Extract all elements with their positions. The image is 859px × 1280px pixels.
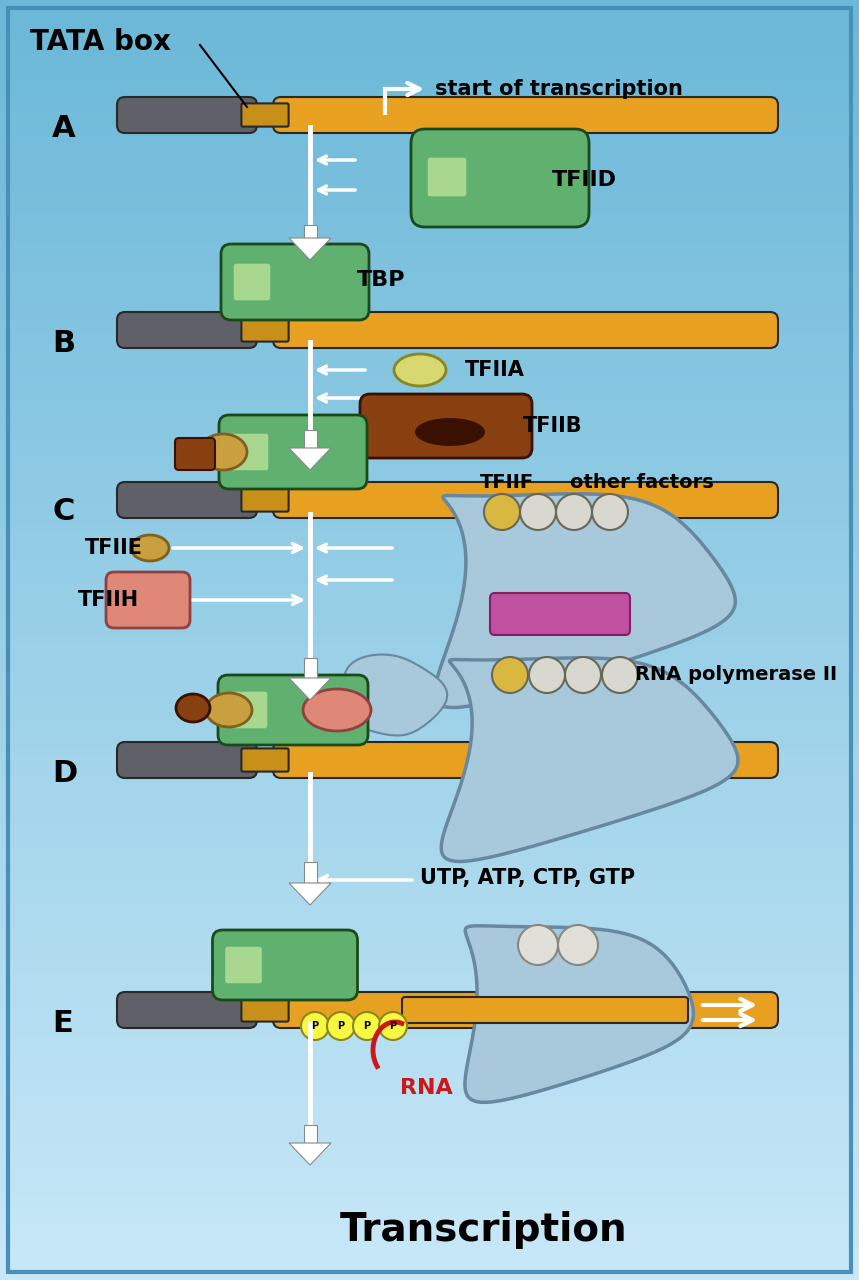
FancyBboxPatch shape xyxy=(241,749,289,772)
Circle shape xyxy=(492,657,528,692)
Text: C: C xyxy=(52,497,75,526)
Text: TATA box: TATA box xyxy=(30,28,171,56)
Text: TFIIB: TFIIB xyxy=(523,416,582,436)
Text: TFIIH: TFIIH xyxy=(78,590,139,611)
FancyBboxPatch shape xyxy=(212,931,357,1000)
FancyBboxPatch shape xyxy=(221,244,369,320)
Text: P: P xyxy=(312,1021,319,1030)
Polygon shape xyxy=(289,238,331,260)
Circle shape xyxy=(518,925,558,965)
Ellipse shape xyxy=(415,419,485,445)
FancyBboxPatch shape xyxy=(117,483,257,518)
FancyBboxPatch shape xyxy=(402,997,688,1023)
FancyBboxPatch shape xyxy=(273,312,778,348)
FancyBboxPatch shape xyxy=(360,394,532,458)
Polygon shape xyxy=(344,654,448,736)
Polygon shape xyxy=(465,925,693,1102)
Circle shape xyxy=(556,494,592,530)
Polygon shape xyxy=(435,494,735,708)
FancyBboxPatch shape xyxy=(273,992,778,1028)
FancyBboxPatch shape xyxy=(273,742,778,778)
Text: D: D xyxy=(52,759,77,788)
Text: RNA polymerase II: RNA polymerase II xyxy=(635,666,838,685)
Circle shape xyxy=(379,1012,407,1039)
Text: UTP, ATP, CTP, GTP: UTP, ATP, CTP, GTP xyxy=(420,868,635,888)
FancyBboxPatch shape xyxy=(273,483,778,518)
Circle shape xyxy=(520,494,556,530)
FancyBboxPatch shape xyxy=(411,129,589,227)
Text: E: E xyxy=(52,1009,73,1038)
Circle shape xyxy=(327,1012,355,1039)
FancyBboxPatch shape xyxy=(233,262,271,301)
Polygon shape xyxy=(442,658,738,861)
Ellipse shape xyxy=(394,355,446,387)
Text: P: P xyxy=(363,1021,370,1030)
FancyBboxPatch shape xyxy=(230,691,268,730)
Ellipse shape xyxy=(303,689,371,731)
Text: TFIIA: TFIIA xyxy=(465,360,525,380)
Circle shape xyxy=(558,925,598,965)
FancyBboxPatch shape xyxy=(218,675,368,745)
Text: P: P xyxy=(338,1021,344,1030)
Bar xyxy=(303,1125,316,1143)
Circle shape xyxy=(565,657,601,692)
Text: TFIID: TFIID xyxy=(552,170,617,189)
FancyBboxPatch shape xyxy=(106,572,190,628)
Circle shape xyxy=(301,1012,329,1039)
Text: TFIIF: TFIIF xyxy=(480,472,534,492)
Ellipse shape xyxy=(131,535,169,561)
FancyBboxPatch shape xyxy=(241,104,289,127)
Bar xyxy=(303,430,316,448)
Text: other factors: other factors xyxy=(570,472,714,492)
FancyBboxPatch shape xyxy=(241,319,289,342)
FancyBboxPatch shape xyxy=(117,312,257,348)
Text: start of transcription: start of transcription xyxy=(435,79,683,99)
FancyBboxPatch shape xyxy=(219,415,367,489)
Polygon shape xyxy=(289,448,331,470)
FancyBboxPatch shape xyxy=(241,998,289,1021)
Bar xyxy=(303,225,316,238)
Circle shape xyxy=(602,657,638,692)
FancyBboxPatch shape xyxy=(241,489,289,512)
Ellipse shape xyxy=(206,692,252,727)
Text: TBP: TBP xyxy=(357,270,405,291)
Circle shape xyxy=(353,1012,381,1039)
Text: RNA: RNA xyxy=(400,1078,453,1098)
Text: TFIIE: TFIIE xyxy=(85,538,143,558)
Text: Transcription: Transcription xyxy=(340,1211,628,1249)
FancyBboxPatch shape xyxy=(490,593,630,635)
FancyBboxPatch shape xyxy=(231,433,269,471)
Ellipse shape xyxy=(199,434,247,470)
Circle shape xyxy=(529,657,565,692)
Polygon shape xyxy=(289,1143,331,1165)
FancyBboxPatch shape xyxy=(273,97,778,133)
Bar xyxy=(303,861,316,883)
Text: A: A xyxy=(52,114,76,143)
Circle shape xyxy=(484,494,520,530)
FancyBboxPatch shape xyxy=(224,946,263,984)
FancyBboxPatch shape xyxy=(117,97,257,133)
Circle shape xyxy=(592,494,628,530)
FancyBboxPatch shape xyxy=(117,992,257,1028)
FancyBboxPatch shape xyxy=(175,438,215,470)
Text: B: B xyxy=(52,329,75,358)
FancyBboxPatch shape xyxy=(117,742,257,778)
FancyBboxPatch shape xyxy=(427,157,467,197)
Text: P: P xyxy=(389,1021,397,1030)
Polygon shape xyxy=(289,678,331,700)
Ellipse shape xyxy=(176,694,210,722)
Bar xyxy=(303,658,316,678)
Polygon shape xyxy=(289,883,331,905)
